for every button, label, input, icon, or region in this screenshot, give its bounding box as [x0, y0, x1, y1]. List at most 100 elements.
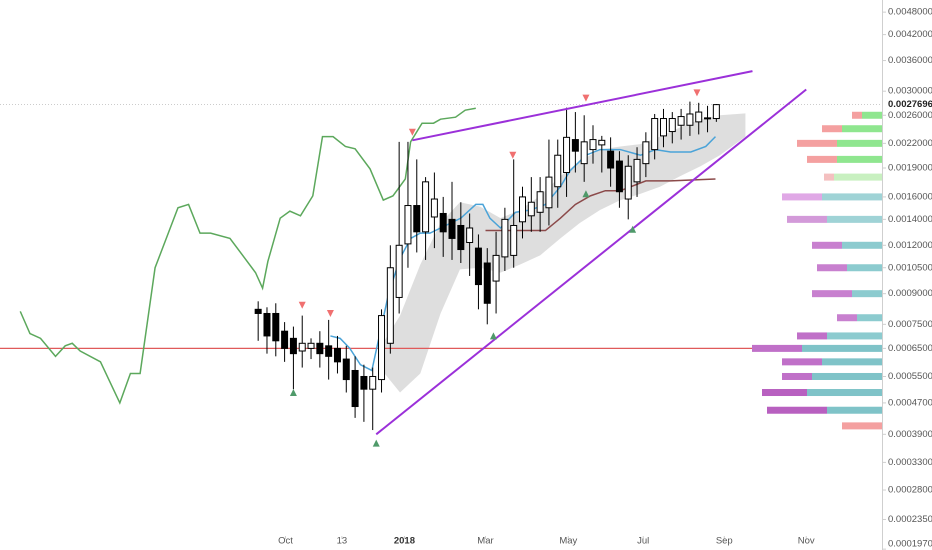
volume-up [847, 264, 882, 272]
volume-down [817, 264, 847, 272]
candle-body [281, 330, 289, 349]
x-tick-label: Oct [278, 536, 293, 547]
candle-body [386, 267, 394, 344]
candle-body [712, 104, 720, 120]
volume-down [752, 344, 802, 352]
signal-marker [326, 309, 334, 317]
candle-body [254, 308, 262, 314]
candle-body [668, 118, 676, 133]
x-tick-label: Sep [716, 536, 733, 547]
volume-up [834, 173, 882, 181]
candle-body [263, 312, 271, 337]
volume-down [822, 125, 842, 133]
candle-body [395, 244, 403, 298]
volume-down [812, 290, 852, 298]
candle-body [439, 212, 447, 233]
candle-body [563, 136, 571, 173]
volume-up [827, 332, 882, 340]
volume-up [822, 193, 882, 201]
candle-body [413, 205, 421, 233]
signal-marker [298, 301, 306, 309]
candle-body [695, 111, 703, 123]
x-tick-label: 2018 [394, 536, 415, 547]
volume-up [857, 314, 882, 322]
x-tick-label: 13 [337, 536, 348, 547]
volume-down [824, 173, 834, 181]
candle-body [474, 247, 482, 286]
candle-body [272, 312, 280, 342]
candle-body [422, 181, 430, 233]
volume-up [827, 215, 882, 223]
trendline [375, 88, 807, 436]
cloud-area [379, 113, 746, 393]
volume-down [782, 193, 822, 201]
candle-body [589, 139, 597, 151]
candle-body [598, 139, 606, 146]
candle-body [483, 262, 491, 304]
signal-marker [629, 225, 637, 233]
volume-up [862, 422, 882, 430]
signal-marker [509, 151, 517, 159]
candle-body [378, 315, 386, 381]
candle-body [466, 227, 474, 244]
volume-up [837, 155, 882, 163]
x-tick-label: Jul [637, 536, 649, 547]
volume-up [862, 111, 882, 119]
candle-body [501, 218, 509, 258]
volume-down [767, 406, 827, 414]
candle-body [651, 118, 659, 151]
candle-body [298, 342, 306, 352]
candle-body [307, 342, 315, 349]
candle-body [360, 375, 368, 390]
volume-down [807, 155, 837, 163]
volume-down [782, 358, 822, 366]
x-tick-label: May [559, 536, 577, 547]
candle-body [527, 201, 535, 217]
volume-up [852, 290, 882, 298]
candle-body [633, 158, 641, 183]
candle-body [677, 116, 685, 126]
signal-marker [408, 128, 416, 136]
candle-body [624, 165, 632, 200]
indicator-line [19, 107, 476, 405]
volume-up [802, 344, 882, 352]
signal-marker [372, 439, 380, 447]
candle-body [430, 198, 438, 218]
signal-marker [489, 332, 497, 340]
candle-body [704, 117, 712, 120]
candle-body [316, 342, 324, 355]
candle-body [369, 375, 377, 390]
signal-marker [289, 389, 297, 397]
last-price-label: 0.00276968 [888, 99, 932, 110]
volume-down [812, 241, 842, 249]
volume-down [852, 111, 862, 119]
candle-body [659, 118, 667, 137]
candle-body [545, 176, 553, 209]
indicator-line [485, 178, 716, 232]
volume-down [837, 314, 857, 322]
candle-body [333, 347, 341, 363]
x-tick-label: Nov [798, 536, 815, 547]
volume-down [787, 215, 827, 223]
candle-body [519, 196, 527, 223]
volume-up [812, 372, 882, 380]
candle-body [686, 113, 694, 126]
